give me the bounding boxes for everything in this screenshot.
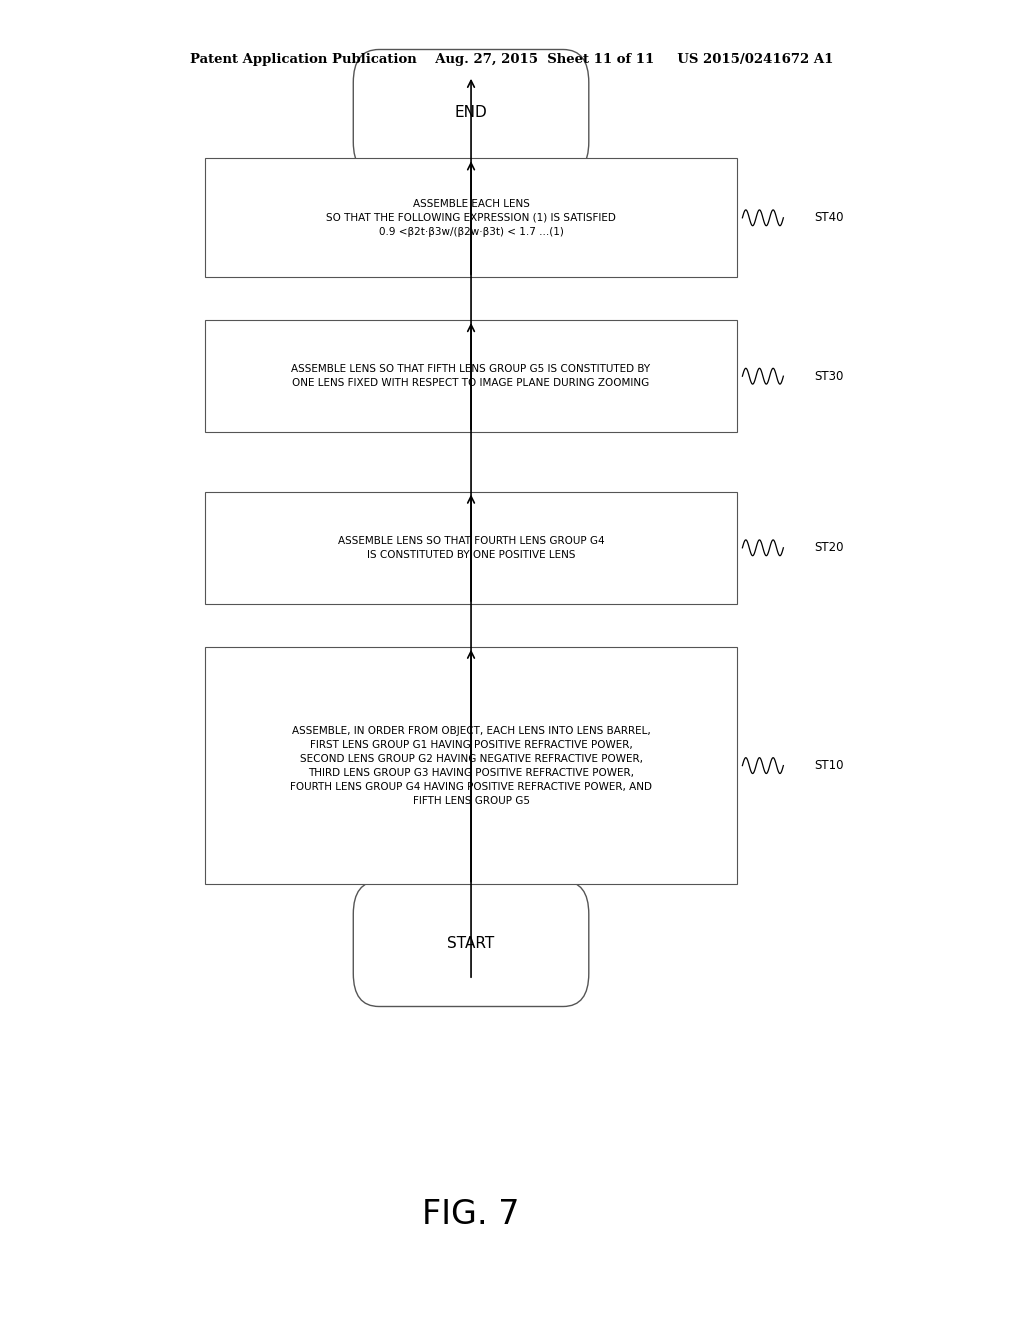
FancyBboxPatch shape xyxy=(353,49,589,174)
Text: ST10: ST10 xyxy=(814,759,844,772)
FancyBboxPatch shape xyxy=(205,158,737,277)
Text: ASSEMBLE, IN ORDER FROM OBJECT, EACH LENS INTO LENS BARREL,
FIRST LENS GROUP G1 : ASSEMBLE, IN ORDER FROM OBJECT, EACH LEN… xyxy=(290,726,652,805)
Text: ST20: ST20 xyxy=(814,541,844,554)
Text: ASSEMBLE LENS SO THAT FOURTH LENS GROUP G4
IS CONSTITUTED BY ONE POSITIVE LENS: ASSEMBLE LENS SO THAT FOURTH LENS GROUP … xyxy=(338,536,604,560)
FancyBboxPatch shape xyxy=(205,321,737,433)
FancyBboxPatch shape xyxy=(205,492,737,605)
Text: ST30: ST30 xyxy=(814,370,844,383)
Text: START: START xyxy=(447,936,495,952)
Text: ST40: ST40 xyxy=(814,211,844,224)
Text: Patent Application Publication    Aug. 27, 2015  Sheet 11 of 11     US 2015/0241: Patent Application Publication Aug. 27, … xyxy=(190,53,834,66)
FancyBboxPatch shape xyxy=(353,882,589,1007)
FancyBboxPatch shape xyxy=(205,647,737,884)
Text: FIG. 7: FIG. 7 xyxy=(422,1199,520,1230)
Text: ASSEMBLE EACH LENS
SO THAT THE FOLLOWING EXPRESSION (1) IS SATISFIED
0.9 <β2t·β3: ASSEMBLE EACH LENS SO THAT THE FOLLOWING… xyxy=(326,199,616,236)
Text: END: END xyxy=(455,104,487,120)
Text: ASSEMBLE LENS SO THAT FIFTH LENS GROUP G5 IS CONSTITUTED BY
ONE LENS FIXED WITH : ASSEMBLE LENS SO THAT FIFTH LENS GROUP G… xyxy=(292,364,650,388)
